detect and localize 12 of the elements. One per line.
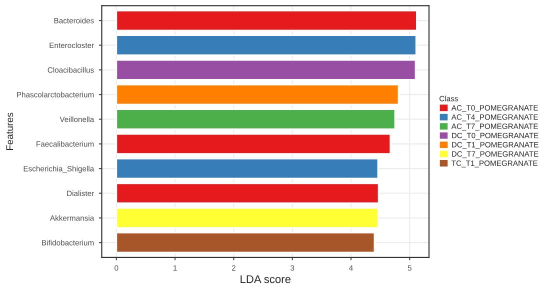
bar (116, 34, 417, 56)
bar (116, 84, 400, 106)
bar (116, 10, 418, 32)
bar (116, 182, 380, 204)
bar (116, 207, 379, 228)
y-axis-title: Features (6, 112, 14, 150)
bar (116, 232, 376, 254)
x-axis-title: LDA score (240, 275, 291, 284)
bar (116, 133, 391, 154)
bar (116, 59, 416, 80)
bar (116, 108, 396, 130)
bar (116, 158, 379, 180)
